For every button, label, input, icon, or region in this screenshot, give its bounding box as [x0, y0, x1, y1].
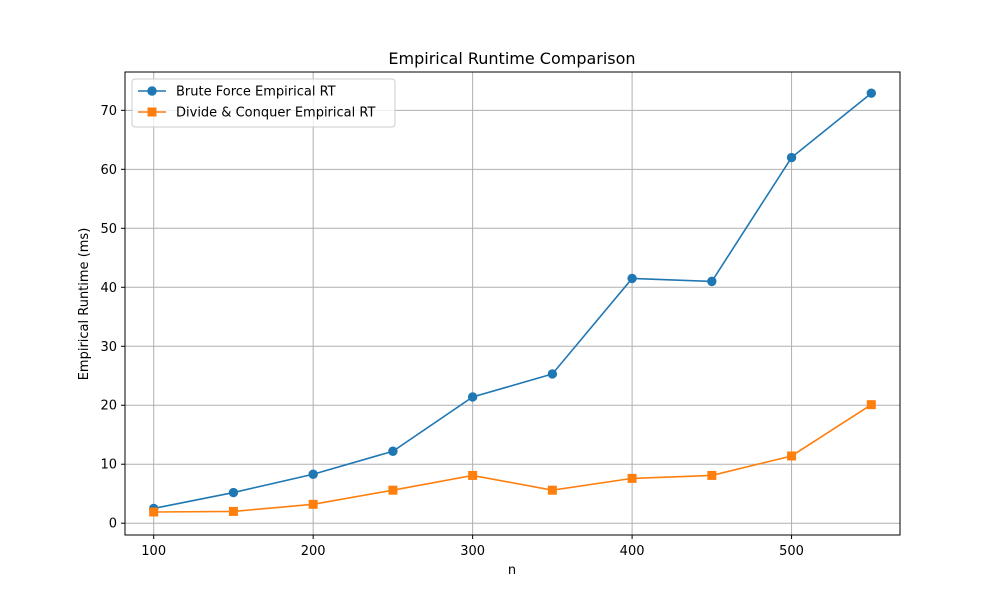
data-point: [866, 400, 876, 410]
data-point: [228, 506, 238, 516]
series-1: [149, 88, 876, 514]
x-tick-label: 500: [779, 544, 804, 559]
data-point: [467, 392, 478, 402]
x-tick-label: 100: [141, 544, 166, 559]
data-point: [308, 469, 318, 479]
y-tick-label: 30: [100, 340, 117, 355]
grid: [125, 72, 900, 535]
y-axis-label: Empirical Runtime (ms): [77, 228, 92, 381]
y-tick-label: 20: [100, 399, 117, 414]
data-point: [627, 473, 637, 483]
legend-label: Brute Force Empirical RT: [176, 85, 336, 100]
legend-marker: [147, 86, 157, 96]
series-2: [149, 400, 876, 517]
series-line: [153, 92, 872, 510]
series: [149, 88, 876, 517]
data-point: [866, 88, 876, 98]
legend-box: [131, 78, 396, 128]
y-tick-label: 10: [100, 458, 117, 473]
data-point: [707, 276, 717, 287]
y-tick-label: 0: [109, 517, 117, 532]
data-point: [308, 499, 318, 509]
y-tick-label: 50: [100, 222, 117, 237]
x-tick-label: 200: [301, 544, 326, 559]
y-tick-label: 60: [100, 163, 117, 178]
legend: Brute Force Empirical RT Divide & Conquer…: [131, 78, 396, 128]
data-point: [149, 507, 159, 517]
legend-label: Divide & Conquer Empirical RT: [176, 106, 375, 121]
plot-frame: [124, 71, 901, 536]
x-axis-label: n: [508, 563, 516, 578]
legend-entry: Divide & Conquer Empirical RT: [138, 106, 375, 121]
axis-ticks: 100 200 300 400 500 0 10 20 30 40 50 60 70: [100, 104, 804, 559]
y-tick-label: 40: [100, 281, 117, 296]
data-point: [228, 487, 239, 498]
data-point: [547, 369, 558, 379]
data-point: [388, 485, 398, 495]
series-line: [153, 403, 872, 513]
data-point: [786, 152, 797, 163]
legend-marker: [147, 107, 157, 117]
x-tick-label: 400: [620, 544, 645, 559]
legend-entry: Brute Force Empirical RT: [138, 85, 336, 100]
data-point: [468, 470, 478, 480]
y-tick-label: 70: [100, 104, 117, 119]
data-point: [547, 485, 557, 495]
x-tick-label: 300: [460, 544, 485, 559]
chart-title: Empirical Runtime Comparison: [388, 49, 635, 68]
data-point: [707, 470, 717, 480]
data-point: [388, 446, 398, 456]
data-point: [787, 451, 797, 461]
data-point: [627, 273, 637, 284]
